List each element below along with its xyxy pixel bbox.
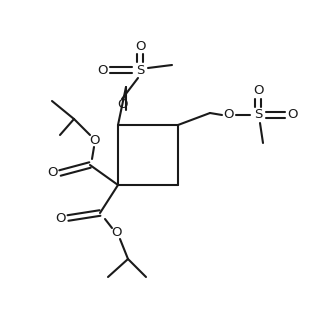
Text: O: O: [223, 109, 233, 121]
Text: O: O: [47, 167, 57, 179]
Text: O: O: [253, 85, 263, 98]
Text: O: O: [97, 64, 107, 76]
Text: O: O: [55, 212, 65, 224]
Text: S: S: [136, 64, 144, 76]
Text: O: O: [288, 109, 298, 121]
Text: O: O: [117, 99, 127, 111]
Text: O: O: [111, 227, 121, 239]
Text: O: O: [89, 135, 99, 147]
Text: O: O: [135, 39, 145, 53]
Text: S: S: [254, 109, 262, 121]
